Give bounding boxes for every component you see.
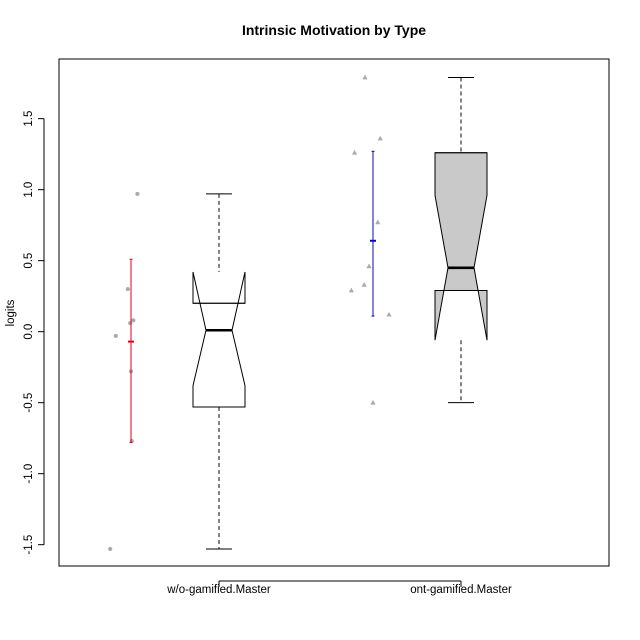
data-point bbox=[377, 135, 383, 141]
data-point bbox=[113, 333, 118, 339]
y-axis-label: logits bbox=[5, 299, 17, 326]
plot-frame bbox=[58, 58, 610, 567]
data-point bbox=[128, 321, 133, 326]
data-point bbox=[348, 287, 354, 293]
data-point bbox=[135, 191, 140, 197]
y-axis: -1.5 -1.0 -0.5 0.0 0.5 1.0 1.5 bbox=[23, 111, 45, 555]
x-axis: w/o-gamified.Master ont-gamified.Master bbox=[166, 580, 512, 596]
x-tick-label: w/o-gamified.Master bbox=[166, 584, 271, 596]
y-tick-label: 0.0 bbox=[23, 324, 35, 340]
x-tick-label: ont-gamified.Master bbox=[410, 584, 512, 596]
y-tick-label: -1.0 bbox=[23, 464, 35, 484]
box-group bbox=[108, 191, 246, 552]
data-point bbox=[131, 318, 136, 323]
data-point bbox=[366, 263, 372, 269]
y-tick-label: 0.5 bbox=[23, 253, 35, 269]
data-point bbox=[386, 311, 392, 317]
data-point bbox=[108, 546, 113, 552]
y-tick-label: -0.5 bbox=[23, 393, 35, 413]
boxes-layer bbox=[108, 74, 488, 552]
data-point bbox=[370, 399, 376, 405]
box-group bbox=[348, 74, 488, 405]
data-point bbox=[125, 286, 130, 292]
chart-title: Intrinsic Motivation by Type bbox=[242, 22, 426, 38]
y-tick-label: 1.5 bbox=[23, 111, 35, 127]
y-tick-label: -1.5 bbox=[23, 535, 35, 555]
data-point bbox=[375, 219, 381, 225]
data-point bbox=[361, 282, 367, 287]
data-point bbox=[352, 149, 358, 155]
y-tick-label: 1.0 bbox=[23, 182, 35, 198]
data-point bbox=[362, 74, 368, 80]
